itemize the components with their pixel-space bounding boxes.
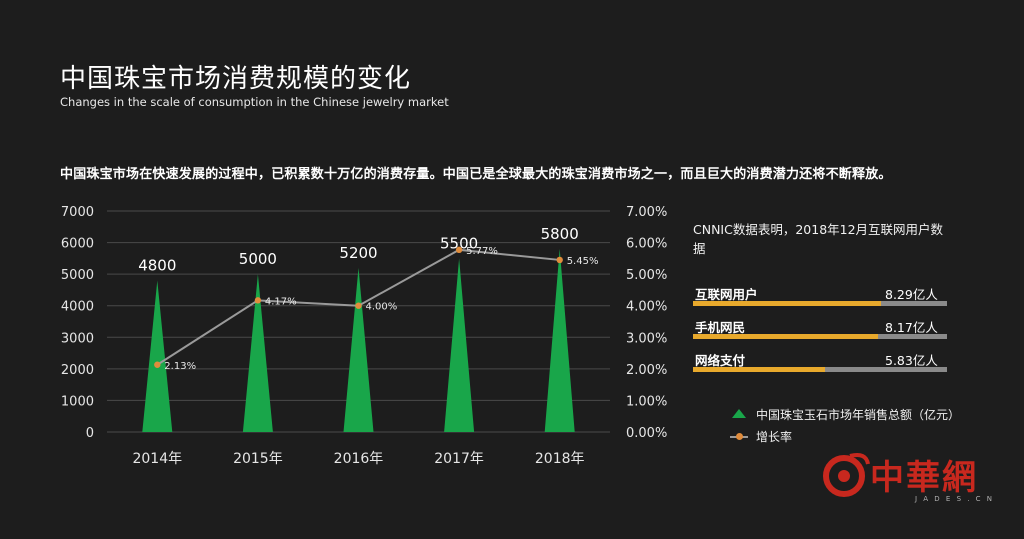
triangle-bar [343, 267, 374, 432]
growth-label: 5.45% [567, 256, 599, 267]
triangle-bar [544, 248, 575, 432]
stat-value: 5.83亿人 [885, 353, 938, 368]
growth-line: 2.13% 4.17% 4.00% 5.77% 5.45% [154, 246, 598, 372]
page-title: 中国珠宝市场消费规模的变化 [60, 64, 412, 94]
y-tick-label: 3000 [61, 331, 94, 346]
triangle-bar [444, 258, 475, 432]
y-tick-label: 5000 [61, 268, 94, 283]
logo-icon [823, 453, 870, 497]
bar-value-label: 5500 [440, 234, 478, 252]
growth-point [455, 246, 463, 254]
growth-point [254, 297, 262, 304]
stat-row-mobile-users: 手机网民 8.17亿人 [693, 317, 953, 350]
stats-title: CNNIC数据表明，2018年12月互联网用户数据 [693, 222, 944, 256]
watermark-logo: 中華網 J A D E S . C N [820, 448, 1020, 518]
growth-label: 5.77% [466, 246, 498, 257]
stat-bar-track [693, 334, 947, 339]
stat-label: 网络支付 [695, 353, 746, 368]
growth-label: 2.13% [164, 361, 196, 372]
y-tick-label: 4000 [61, 300, 94, 315]
stat-bar-fill [693, 301, 881, 306]
y-tick-label: 1000 [61, 394, 94, 409]
stat-label: 手机网民 [695, 320, 746, 335]
chart-legend: 中国珠宝玉石市场年销售总额（亿元） 增长率 [728, 403, 960, 447]
x-tick-label: 2018年 [535, 451, 585, 467]
y-tick-label: 2000 [61, 363, 94, 378]
x-tick-label: 2016年 [334, 451, 384, 467]
y-axis-left: 0 1000 2000 3000 4000 5000 6000 7000 [61, 205, 94, 441]
y-tick-label: 0 [86, 426, 94, 441]
y-tick-label: 7000 [61, 205, 94, 220]
stat-bar-fill [693, 367, 826, 372]
sales-bars: 4800 5000 5200 5500 5800 [138, 225, 579, 432]
y2-tick-label: 2.00% [626, 363, 667, 378]
stat-value: 8.29亿人 [885, 287, 938, 302]
bar-value-label: 4800 [138, 256, 176, 274]
description-text: 中国珠宝市场在快速发展的过程中，已积累数十万亿的消费存量。中国已是全球最大的珠宝… [60, 167, 892, 182]
legend-item-growth: 增长率 [728, 425, 960, 447]
y-axis-right: 0.00% 1.00% 2.00% 3.00% 4.00% 5.00% 6.00% 7.00% [626, 205, 667, 441]
stat-label: 互联网用户 [695, 287, 758, 302]
growth-label: 4.00% [366, 302, 398, 313]
y2-tick-label: 6.00% [626, 237, 667, 252]
x-tick-label: 2015年 [233, 451, 283, 467]
x-tick-label: 2014年 [132, 451, 182, 467]
legend-label: 中国珠宝玉石市场年销售总额（亿元） [756, 407, 961, 422]
bar-value-label: 5800 [541, 225, 579, 243]
y2-tick-label: 5.00% [626, 268, 667, 283]
stat-row-internet-users: 互联网用户 8.29亿人 [693, 284, 953, 317]
triangle-icon [728, 408, 750, 420]
y-tick-label: 6000 [61, 237, 94, 252]
bar-value-label: 5200 [339, 244, 377, 262]
y2-tick-label: 4.00% [626, 300, 667, 315]
legend-item-sales: 中国珠宝玉石市场年销售总额（亿元） [728, 403, 960, 425]
growth-point [154, 361, 161, 368]
y2-tick-label: 1.00% [626, 394, 667, 409]
watermark-url: J A D E S . C N [915, 495, 995, 503]
stat-bar-track [693, 367, 947, 372]
y2-tick-label: 7.00% [626, 205, 667, 220]
y2-tick-label: 3.00% [626, 331, 667, 346]
growth-point [355, 302, 362, 309]
x-tick-label: 2017年 [434, 451, 484, 467]
x-axis: 2014年 2015年 2016年 2017年 2018年 [132, 451, 584, 467]
growth-label: 4.17% [265, 296, 297, 307]
stat-value: 8.17亿人 [885, 320, 938, 335]
stat-bar-fill [693, 334, 879, 339]
watermark-text: 中華網 [870, 458, 978, 498]
stat-bar-track [693, 301, 947, 306]
stat-row-online-payment: 网络支付 5.83亿人 [693, 350, 953, 383]
legend-label: 增长率 [756, 429, 793, 444]
bar-value-label: 5000 [239, 250, 277, 268]
growth-point [556, 256, 563, 264]
page-subtitle: Changes in the scale of consumption in t… [60, 95, 449, 109]
line-marker-icon [728, 430, 750, 442]
y2-tick-label: 0.00% [626, 426, 667, 441]
triangle-bar [242, 274, 273, 432]
triangle-bar [142, 280, 173, 432]
internet-stats-panel: CNNIC数据表明，2018年12月互联网用户数据 互联网用户 8.29亿人 手… [693, 219, 953, 383]
